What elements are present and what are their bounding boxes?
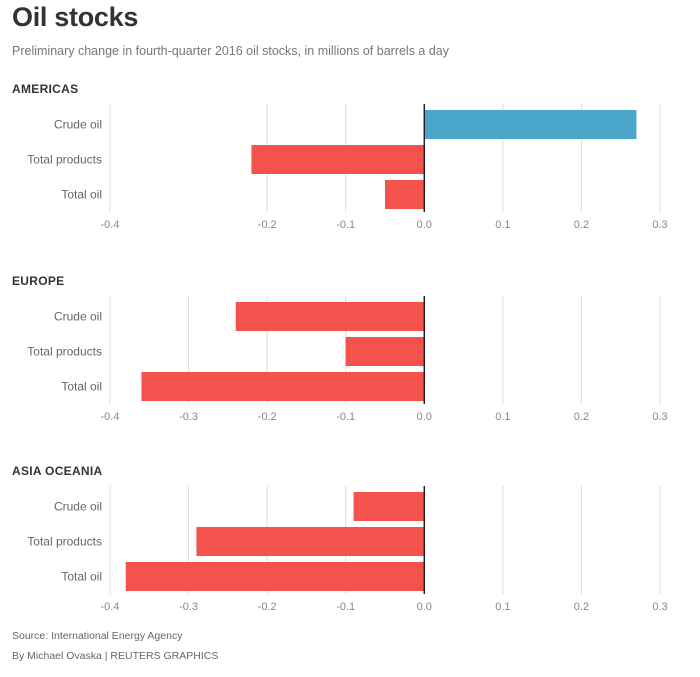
x-tick-label: -0.2: [258, 411, 277, 423]
category-label: Crude oil: [54, 118, 102, 132]
panel-asia-oceania: ASIA OCEANIA -0.4 -0.3 -0.2 -0.1 0.0 0.1 0.2 0.…: [0, 462, 700, 622]
chart-subtitle: Preliminary change in fourth-quarter 201…: [12, 44, 450, 58]
bar-chart-asia-oceania: -0.4 -0.3 -0.2 -0.1 0.0 0.1 0.2 0.3 Crude oil Tot…: [27, 486, 668, 613]
bar-total-oil: [125, 562, 425, 591]
x-tick-label: 0.0: [417, 411, 432, 423]
x-tick-label: -0.2: [258, 219, 277, 231]
panel-europe: EUROPE -0.4 -0.3 -0.2 -0.1 0.0 0.1 0.2 0.3 Crude…: [0, 272, 700, 432]
x-tick-label: -0.2: [258, 601, 277, 613]
x-tick-label: 0.3: [652, 601, 667, 613]
x-tick-label: 0.3: [652, 411, 667, 423]
x-tick-label: 0.1: [495, 601, 510, 613]
x-tick-label: 0.2: [574, 601, 589, 613]
bar-crude-oil: [235, 302, 425, 331]
x-tick-label: -0.4: [101, 219, 120, 231]
panel-title-americas: AMERICAS: [12, 82, 79, 96]
category-label: Crude oil: [54, 310, 102, 324]
x-tick-label: 0.1: [495, 219, 510, 231]
x-tick-label: 0.0: [417, 219, 432, 231]
x-tick-label: 0.3: [652, 219, 667, 231]
x-tick-label: 0.2: [574, 411, 589, 423]
x-tick-label: -0.3: [179, 601, 198, 613]
bar-total-products: [345, 337, 425, 366]
category-label: Total products: [27, 535, 102, 549]
panel-title-europe: EUROPE: [12, 274, 65, 288]
category-label: Total products: [27, 345, 102, 359]
bar-total-oil: [141, 372, 425, 401]
x-tick-label: -0.4: [101, 411, 120, 423]
panel-title-asia-oceania: ASIA OCEANIA: [12, 464, 103, 478]
source-note: Source: International Energy Agency: [12, 630, 183, 642]
bar-crude-oil: [424, 110, 637, 139]
x-tick-label: 0.1: [495, 411, 510, 423]
x-tick-label: -0.3: [179, 411, 198, 423]
x-tick-label: -0.4: [101, 601, 120, 613]
bar-total-products: [196, 527, 425, 556]
category-label: Total oil: [61, 188, 102, 202]
x-tick-label: 0.0: [417, 601, 432, 613]
category-label: Total products: [27, 153, 102, 167]
bar-total-products: [251, 145, 425, 174]
category-label: Crude oil: [54, 500, 102, 514]
credit-line: By Michael Ovaska | REUTERS GRAPHICS: [12, 650, 219, 662]
x-tick-label: -0.1: [336, 219, 355, 231]
bar-chart-americas: -0.4 -0.2 -0.1 0.0 0.1 0.2 0.3 Crude oil Total p…: [27, 104, 668, 231]
category-label: Total oil: [61, 570, 102, 584]
bar-total-oil: [385, 180, 425, 209]
x-tick-label: -0.1: [336, 411, 355, 423]
bar-chart-europe: -0.4 -0.3 -0.2 -0.1 0.0 0.1 0.2 0.3 Crude oil Tot…: [27, 296, 668, 423]
panel-americas: AMERICAS -0.4 -0.2 -0.1 0.0 0.1 0.2 0.3 Crude o…: [0, 80, 700, 240]
x-tick-label: -0.1: [336, 601, 355, 613]
bar-crude-oil: [353, 492, 425, 521]
x-tick-label: 0.2: [574, 219, 589, 231]
chart-title: Oil stocks: [12, 2, 139, 32]
category-label: Total oil: [61, 380, 102, 394]
